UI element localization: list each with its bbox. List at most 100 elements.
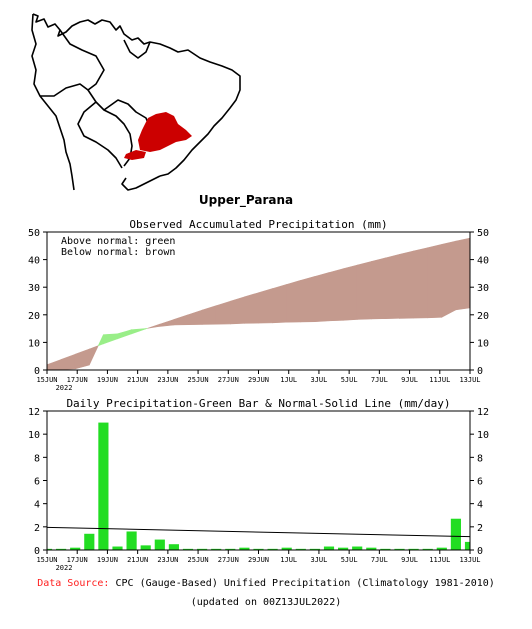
daily-xtick-label: 15JUN (36, 556, 57, 564)
above-normal-area (145, 328, 148, 330)
below-normal-area (187, 309, 203, 326)
daily-xtick-label: 9JUL (401, 556, 418, 564)
daily-bar (436, 547, 447, 550)
acc-ytick-label-right: 50 (477, 228, 489, 239)
above-normal-area (117, 329, 132, 340)
below-normal-area (201, 305, 217, 325)
acc-xtick-label: 27JUN (218, 376, 239, 384)
daily-ytick-label-left: 4 (34, 500, 40, 511)
daily-ytick-label-left: 6 (34, 477, 40, 488)
daily-bar (126, 531, 137, 550)
below-normal-area (300, 276, 316, 323)
daily-ytick-label-left: 8 (34, 453, 40, 464)
daily-ytick-label-left: 10 (28, 430, 40, 441)
daily-bar (70, 547, 81, 550)
below-normal-area (258, 288, 273, 324)
acc-xtick-label: 21JUN (127, 376, 148, 384)
daily-bar (450, 518, 461, 550)
daily-ytick-label-right: 2 (477, 523, 483, 534)
below-normal-area (60, 353, 76, 370)
region-tail (124, 150, 146, 160)
daily-bar (394, 548, 405, 550)
daily-bar (211, 548, 222, 550)
border-inner-3 (103, 99, 151, 129)
daily-bar (408, 548, 419, 550)
daily-bar (154, 539, 165, 550)
acc-xtick-label: 5JUL (341, 376, 358, 384)
acc-ytick-label-left: 10 (28, 338, 40, 349)
border-inner-5 (77, 101, 123, 169)
daily-ytick-label-left: 2 (34, 523, 40, 534)
below-normal-area (441, 240, 457, 318)
above-normal-area (131, 328, 146, 335)
below-normal-area (74, 348, 90, 370)
below-normal-area (272, 284, 288, 324)
border-inner-2 (40, 83, 89, 97)
below-normal-area (230, 296, 245, 325)
daily-bar (84, 533, 95, 550)
acc-ytick-label-right: 40 (477, 256, 489, 267)
below-normal-area (399, 250, 414, 319)
below-normal-area (173, 314, 189, 326)
below-normal-area (215, 300, 231, 325)
legend-below-normal: Below normal: brown (61, 247, 175, 258)
below-normal-area (342, 264, 358, 321)
acc-xtick-label: 23JUN (157, 376, 178, 384)
below-normal-area (244, 292, 259, 324)
above-normal-area (103, 333, 118, 345)
daily-ytick-label-right: 4 (477, 500, 483, 511)
legend-above-normal: Above normal: green (61, 236, 175, 247)
daily-xtick-label: 19JUN (97, 556, 118, 564)
acc-xtick-label: 15JUN (36, 376, 57, 384)
acc-xtick-label: 25JUN (188, 376, 209, 384)
daily-bar (140, 545, 151, 550)
above-normal-area (97, 334, 104, 347)
daily-bar (112, 546, 123, 550)
acc-ytick-label-left: 20 (28, 311, 40, 322)
below-normal-area (356, 261, 372, 320)
acc-xtick-label: 29JUN (248, 376, 269, 384)
acc-xtick-label: 19JUN (97, 376, 118, 384)
border-inner-4 (123, 39, 151, 59)
data-source-label: Data Source: (37, 578, 110, 589)
acc-ytick-label-left: 30 (28, 283, 40, 294)
below-normal-area (427, 244, 443, 319)
acc-ytick-label-left: 40 (28, 256, 40, 267)
daily-bar (47, 548, 53, 550)
normal-line (46, 526, 471, 538)
coastline-west (31, 13, 75, 191)
acc-ytick-label-left: 0 (34, 366, 40, 377)
daily-bar (56, 548, 67, 550)
daily-ytick-label-left: 0 (34, 546, 40, 557)
daily-bar (338, 547, 349, 550)
daily-xtick-label: 25JUN (188, 556, 209, 564)
daily-xtick-label: 3JUL (310, 556, 327, 564)
border-inner-1 (59, 29, 133, 167)
acc-ytick-label-right: 20 (477, 311, 489, 322)
below-normal-area (370, 257, 386, 320)
daily-xtick-label: 27JUN (218, 556, 239, 564)
daily-ytick-label-right: 0 (477, 546, 483, 557)
daily-ytick-label-right: 10 (477, 430, 489, 441)
daily-xtick-label: 13JUL (459, 556, 480, 564)
daily-bar (182, 548, 194, 550)
daily-bar (422, 548, 433, 550)
below-normal-area (286, 279, 302, 323)
coastline-south (121, 175, 161, 191)
region-polygon (138, 112, 192, 152)
below-normal-area (159, 319, 175, 327)
daily-ytick-label-right: 8 (477, 453, 483, 464)
acc-xtick-label: 3JUL (310, 376, 327, 384)
daily-bar (225, 548, 236, 550)
acc-ytick-label-right: 30 (477, 283, 489, 294)
daily-xtick-label: 23JUN (157, 556, 178, 564)
daily-bar (197, 548, 208, 550)
below-normal-area (385, 253, 400, 319)
acc-xtick-label: 7JUL (371, 376, 388, 384)
daily-bar (323, 546, 335, 550)
daily-year-label: 2022 (56, 564, 73, 572)
daily-bar (352, 546, 363, 550)
region-map: Upper_Parana (31, 13, 293, 208)
daily-bar (239, 547, 250, 550)
